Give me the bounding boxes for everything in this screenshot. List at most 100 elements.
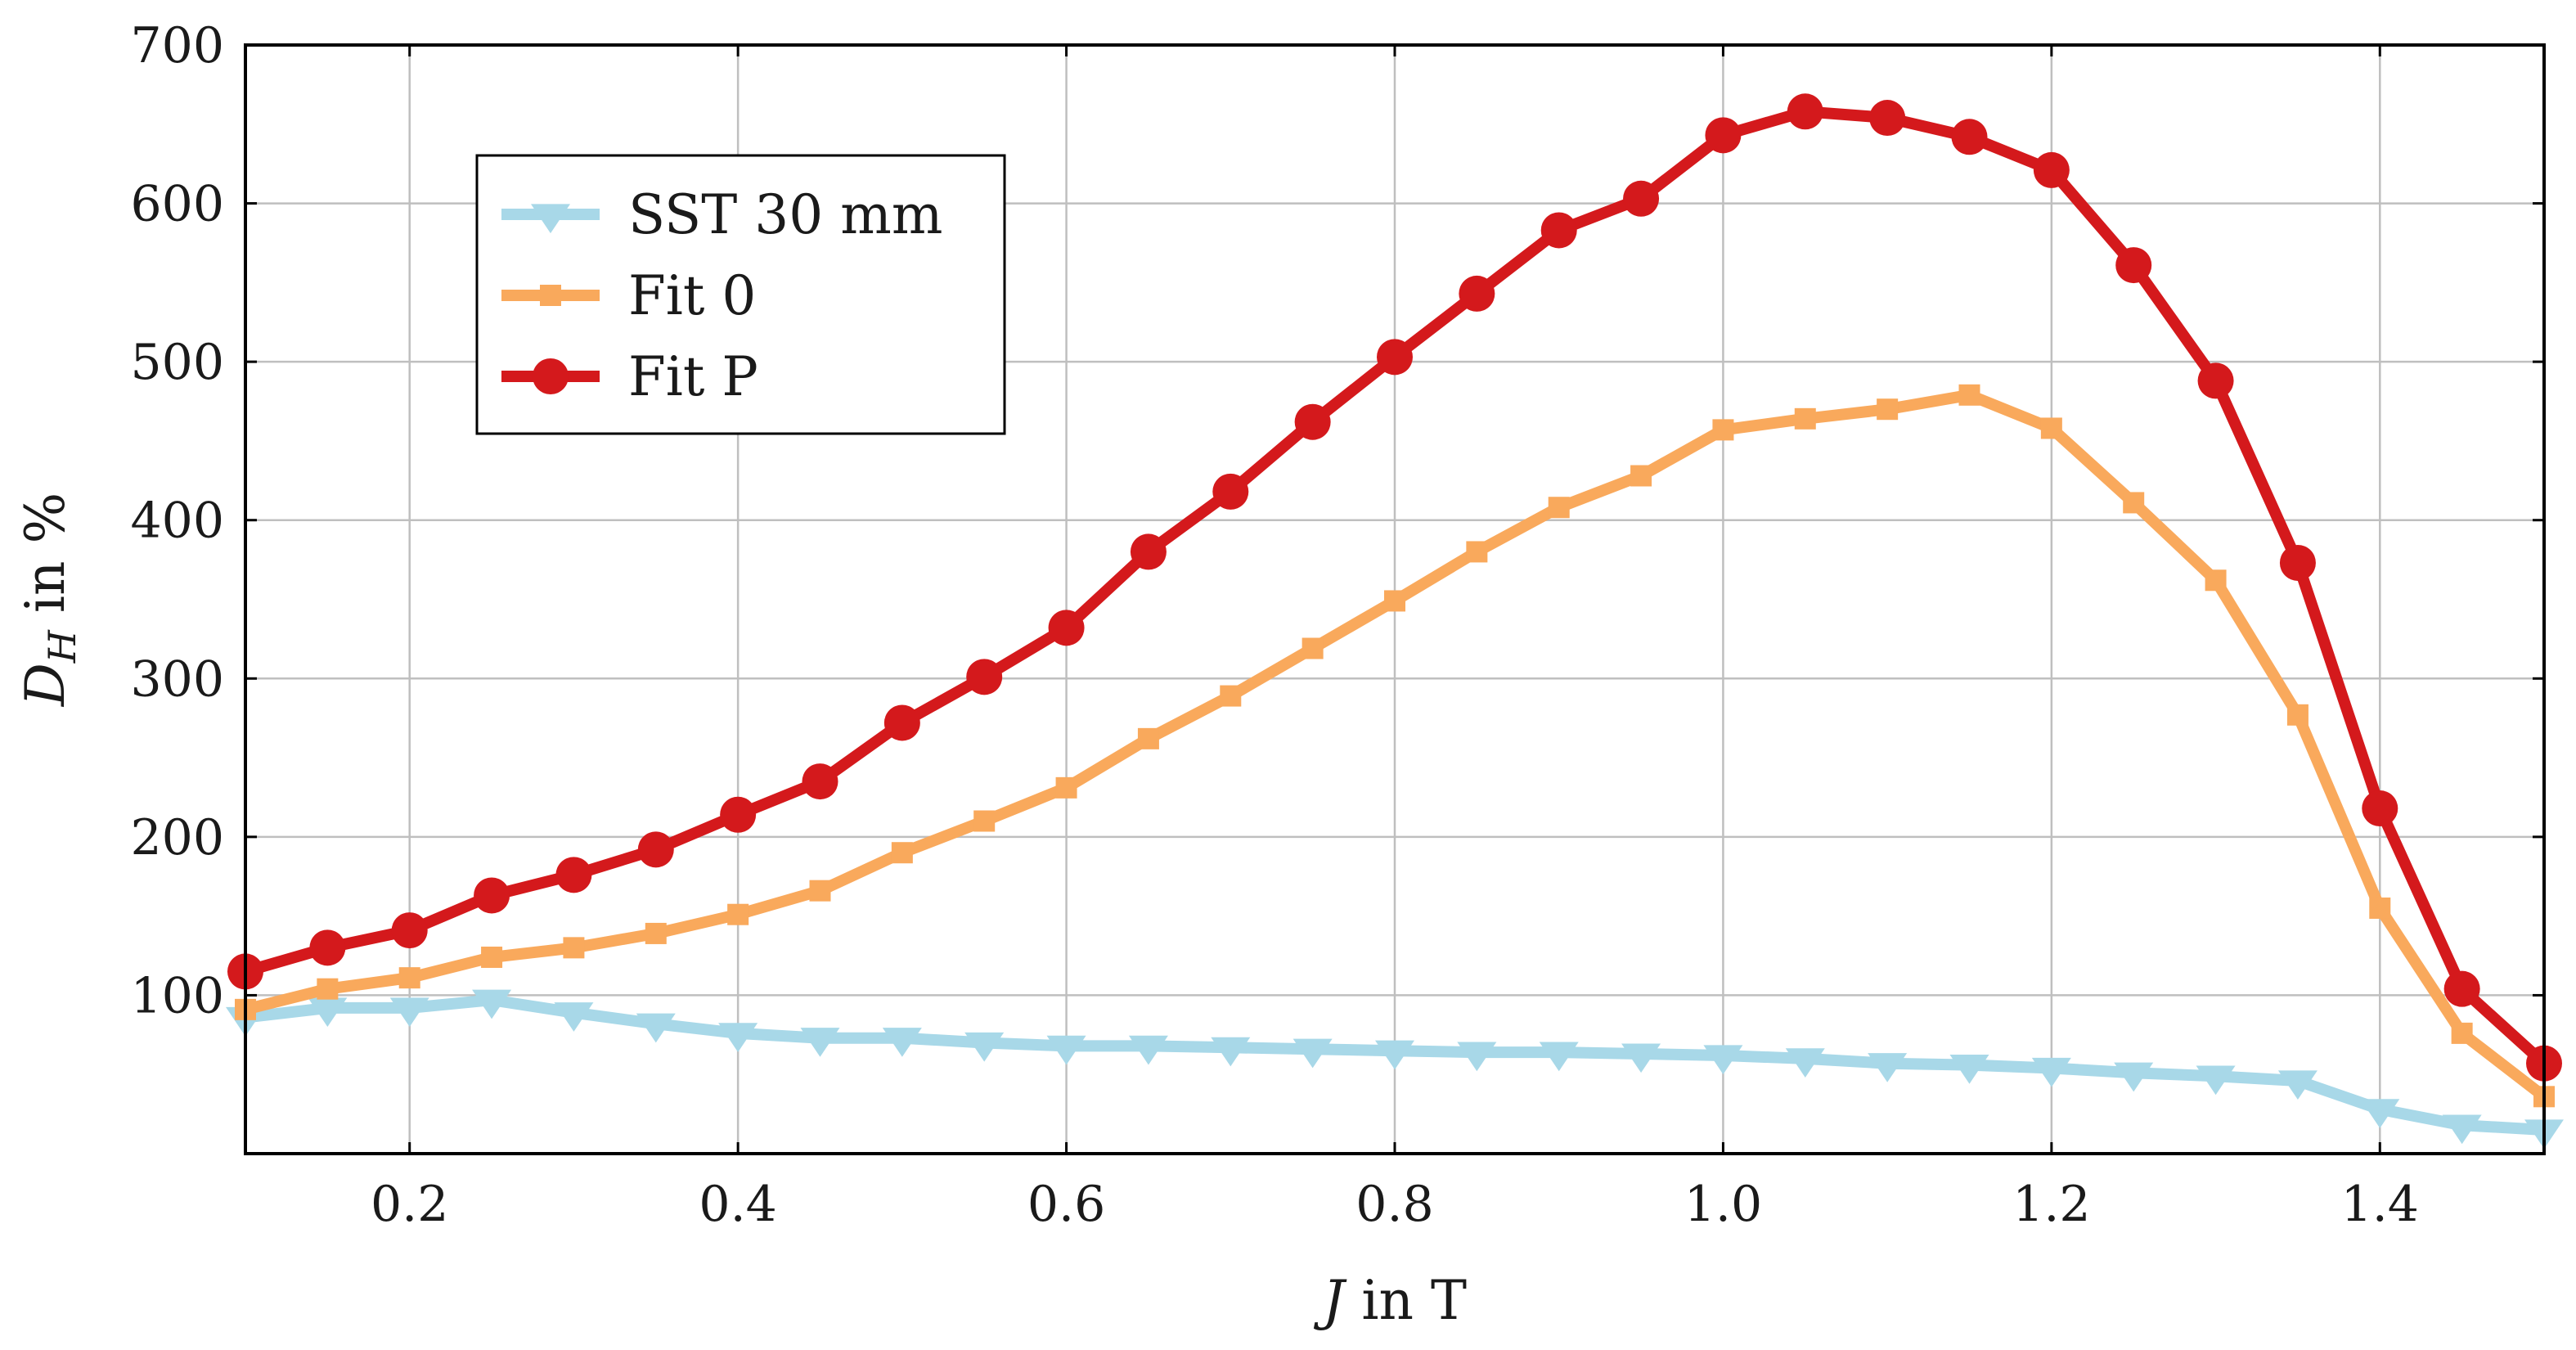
data-point — [1868, 1053, 1908, 1082]
x-tick-label: 1.0 — [1684, 1176, 1762, 1233]
x-tick-label: 0.4 — [699, 1176, 776, 1233]
data-point — [554, 1002, 594, 1032]
y-tick-label: 100 — [130, 967, 224, 1024]
data-point — [2451, 1022, 2473, 1044]
data-point — [1466, 541, 1488, 563]
data-point — [2123, 492, 2145, 514]
data-point — [2443, 970, 2480, 1007]
data-point — [1294, 403, 1331, 440]
data-point — [1951, 119, 1988, 155]
data-point — [2369, 897, 2391, 919]
data-point — [882, 1028, 922, 1057]
data-point — [891, 842, 913, 864]
y-axis-label-rest: in % — [14, 493, 77, 630]
y-tick-label: 400 — [130, 493, 224, 550]
data-point — [2362, 790, 2398, 827]
x-axis-label: J in T — [1313, 1269, 1467, 1332]
series-layer — [226, 93, 2564, 1150]
legend: SST 30 mm Fit 0 Fit P — [475, 154, 1006, 435]
data-point — [802, 763, 838, 800]
legend-entry: Fit 0 — [501, 264, 756, 327]
data-point — [1137, 727, 1159, 749]
ticks: 0.2 0.4 0.6 0.8 1.0 1.2 1.4 100 200 300 400 500 600 7… — [130, 17, 2544, 1233]
legend-label: Fit P — [628, 345, 758, 408]
x-tick-label: 1.4 — [2341, 1176, 2419, 1233]
data-point — [645, 922, 667, 944]
legend-entry: SST 30 mm — [501, 183, 942, 246]
y-tick-label: 500 — [130, 334, 224, 391]
data-point — [1046, 1035, 1086, 1065]
data-point — [1787, 93, 1823, 130]
data-point — [2205, 569, 2227, 592]
data-point — [1548, 497, 1570, 519]
x-tick-label: 1.2 — [2012, 1176, 2090, 1233]
data-point — [1621, 1043, 1661, 1073]
data-point — [563, 937, 585, 959]
legend-marker — [531, 204, 570, 234]
data-point — [1130, 533, 1167, 570]
data-point — [1048, 610, 1085, 646]
legend-marker — [533, 358, 569, 394]
data-point — [1712, 419, 1734, 441]
data-point — [1457, 1042, 1497, 1072]
data-point — [389, 997, 429, 1028]
data-point — [966, 659, 1003, 695]
data-point — [973, 810, 996, 832]
y-axis-label: DH in % — [14, 493, 84, 707]
y-tick-label: 700 — [130, 17, 224, 74]
y-tick-label: 300 — [130, 650, 224, 708]
y-axis-label-var: D — [14, 663, 77, 707]
data-point — [2031, 1057, 2071, 1087]
legend-entry: Fit P — [501, 345, 758, 408]
data-point — [317, 978, 339, 1000]
data-point — [1540, 212, 1577, 249]
data-point — [883, 704, 920, 741]
data-point — [720, 796, 757, 833]
data-point — [1128, 1035, 1168, 1065]
data-point — [308, 997, 348, 1028]
data-point — [1958, 384, 1980, 406]
x-axis-label-var: J — [1313, 1269, 1347, 1332]
data-point — [2197, 362, 2234, 399]
data-point — [2360, 1099, 2400, 1128]
data-point — [1212, 473, 1249, 510]
data-point — [636, 1013, 676, 1043]
data-point — [474, 877, 510, 914]
data-point — [2277, 1070, 2318, 1100]
data-point — [718, 1023, 758, 1052]
data-point — [1705, 117, 1742, 154]
data-point — [1794, 407, 1816, 430]
legend-marker — [540, 285, 561, 306]
data-point — [2286, 704, 2309, 726]
data-point — [637, 831, 674, 868]
data-point — [1211, 1037, 1251, 1067]
data-point — [1869, 100, 1906, 137]
x-axis-label-rest: in T — [1344, 1269, 1467, 1332]
data-point — [1220, 685, 1242, 707]
data-point — [809, 880, 831, 902]
data-point — [1292, 1038, 1333, 1069]
data-point — [555, 857, 592, 893]
data-point — [1459, 275, 1495, 312]
series-2 — [227, 93, 2562, 1082]
x-tick-label: 0.8 — [1355, 1176, 1433, 1233]
data-point — [2115, 247, 2152, 284]
data-point — [2442, 1114, 2482, 1145]
y-tick-label: 600 — [130, 176, 224, 233]
data-point — [2196, 1065, 2236, 1096]
x-tick-label: 0.2 — [371, 1176, 448, 1233]
data-point — [1785, 1048, 1825, 1078]
data-point — [964, 1032, 1005, 1062]
data-point — [1301, 637, 1324, 659]
data-point — [800, 1028, 840, 1057]
data-point — [2040, 417, 2062, 439]
data-point — [1384, 590, 1405, 612]
data-point — [398, 967, 420, 989]
data-point — [1630, 465, 1652, 487]
data-point — [727, 903, 749, 925]
data-point — [1949, 1055, 1989, 1084]
data-point — [481, 946, 503, 968]
y-tick-label: 200 — [130, 809, 224, 866]
data-point — [1055, 776, 1077, 799]
